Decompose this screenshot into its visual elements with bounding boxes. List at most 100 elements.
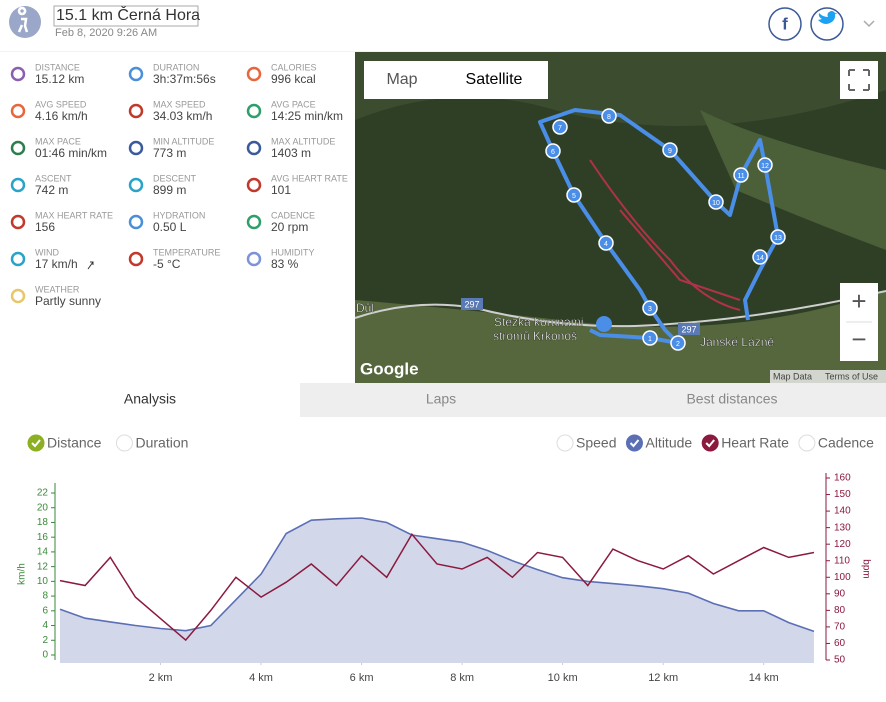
stat-value: 14:25 min/km [271,109,343,123]
zoom-in[interactable]: + [851,286,866,316]
stat-label: DURATION [153,62,199,72]
stat-icon [10,251,26,267]
x-mode-toggle-check [31,439,41,448]
x-mode-label[interactable]: Distance [47,435,102,451]
stat-icon [10,140,26,156]
tab[interactable]: Laps [426,391,456,407]
x-tick-label: 2 km [149,672,173,684]
stat-value: Partly sunny [35,294,101,308]
legend-toggle[interactable] [556,434,574,452]
waypoint [552,119,568,135]
stat-value: -5 °C [153,257,181,271]
tab[interactable]: Analysis [124,391,176,407]
stat-value: 3h:37m:56s [153,72,216,86]
stat-icon [246,103,262,119]
stat-label: MAX PACE [35,136,81,146]
stat-label: MAX SPEED [153,99,206,109]
map-type-control [364,61,548,99]
map-footer-bg [770,370,886,383]
map-button[interactable]: Map [386,71,417,88]
y2-tick-label: 70 [834,622,846,633]
road-shield [678,323,700,335]
y2-tick-label: 120 [834,539,851,550]
waypoint [642,300,658,316]
title-box [53,5,199,27]
avatar-icon [17,6,29,33]
stat-value: 1403 m [271,146,311,160]
x-tick-label: 12 km [648,672,678,684]
place-label: Stezka korunami [494,315,583,329]
stat-icon [128,251,144,267]
area-fill [60,518,814,663]
y-tick-label: 8 [42,591,48,602]
legend-toggle-check [629,439,640,448]
map-button[interactable]: Satellite [466,71,523,88]
waypoint-label: 1 [648,336,652,343]
stat-value: 01:46 min/km [35,146,107,160]
legend-label[interactable]: Altitude [645,435,692,451]
tab-bar [300,383,886,417]
waypoint [598,235,614,251]
date: Feb 8, 2020 9:26 AM [55,27,157,39]
x-mode-toggle[interactable] [27,434,45,452]
map-footer[interactable]: Map Data [773,371,812,381]
waypoint-label: 8 [607,114,611,121]
menu-chevron[interactable] [863,20,875,28]
twitter-button[interactable] [810,7,844,41]
road [354,290,886,328]
twitter-icon [818,11,838,24]
waypoint [752,249,768,265]
fullscreen-button[interactable] [840,61,878,99]
altitude-line [59,517,815,633]
waypoint [642,330,658,346]
waypoint-label: 7 [558,125,562,132]
map-brand: Google [360,359,419,378]
legend-toggle[interactable] [701,434,719,452]
x-mode-toggle[interactable] [115,434,133,452]
y-tick-label: 22 [37,488,49,499]
x-tick-label: 10 km [548,672,578,684]
stat-label: DESCENT [153,173,197,183]
stat-icon [10,288,26,304]
x-mode-label[interactable]: Duration [135,435,188,451]
stat-label: DISTANCE [35,62,80,72]
wind-arrow [87,261,94,270]
legend-label[interactable]: Heart Rate [721,435,789,451]
facebook-button[interactable] [768,7,802,41]
fullscreen-icon [848,69,870,91]
y2-tick-label: 90 [834,588,846,599]
y2-tick-label: 50 [834,655,846,666]
y-tick-label: 4 [42,620,48,631]
stat-label: CADENCE [271,210,315,220]
stat-icon [10,103,26,119]
legend-toggle-check [705,439,715,448]
y-tick-label: 10 [37,576,49,587]
stat-icon [10,66,26,82]
legend-label[interactable]: Cadence [818,435,874,451]
waypoint-label: 2 [676,341,680,348]
stats-panel [0,52,355,383]
y-tick-label: 20 [37,502,49,513]
waypoint [545,143,561,159]
tab[interactable]: Best distances [686,391,777,407]
x-tick-label: 8 km [450,672,474,684]
stat-value: 83 % [271,257,299,271]
stat-icon [128,214,144,230]
stat-value: 101 [271,183,291,197]
legend-toggle[interactable] [625,434,643,452]
y2-tick-label: 100 [834,572,851,583]
stat-label: AVG HEART RATE [271,173,348,183]
zoom-out[interactable]: − [851,324,866,354]
y-tick-label: 12 [37,561,49,572]
waypoint [670,335,686,351]
legend-label[interactable]: Speed [576,435,616,451]
stat-value: 15.12 km [35,72,84,86]
stat-icon [10,214,26,230]
stat-value: 34.03 km/h [153,109,212,123]
legend-toggle[interactable] [798,434,816,452]
stat-label: WIND [35,247,59,257]
map-footer[interactable]: Terms of Use [825,371,878,381]
stat-value: 17 km/h [35,257,78,271]
place-label: Důl [356,301,374,315]
road-number: 297 [681,324,696,334]
